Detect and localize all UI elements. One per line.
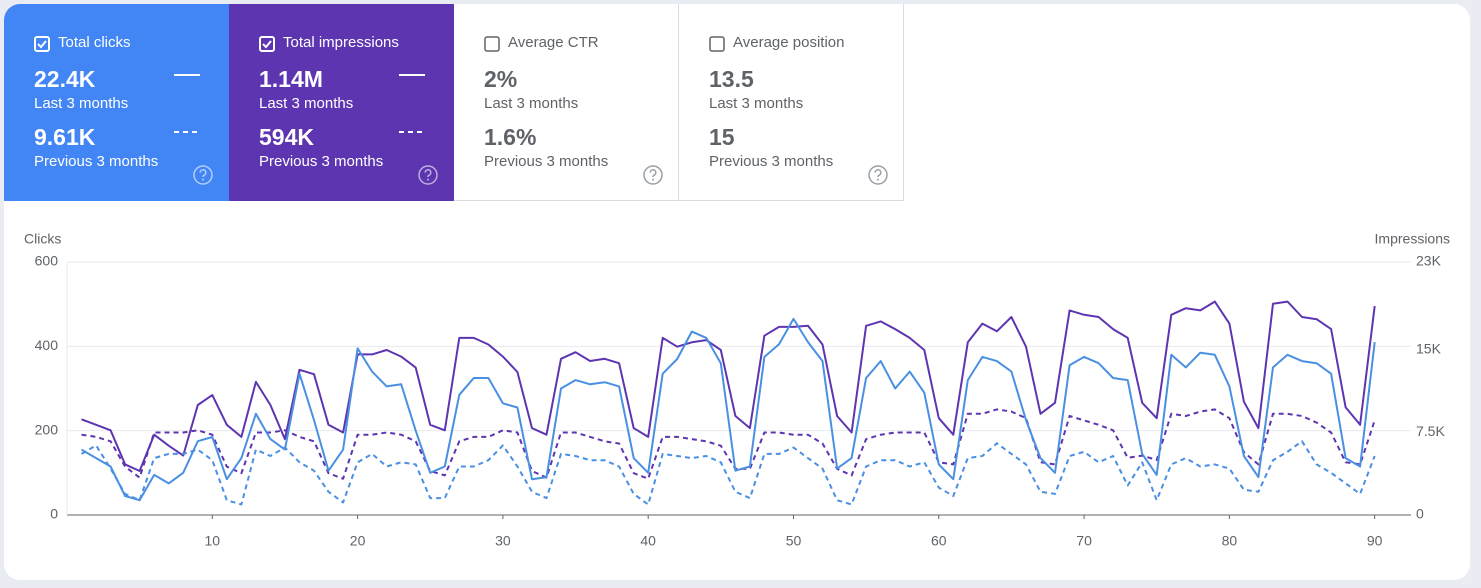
x-tick-label: 80 (1222, 533, 1238, 549)
y-axis-title: Clicks (24, 231, 61, 247)
checkbox[interactable] (709, 36, 725, 57)
series-line (81, 300, 1376, 472)
metric-period: Last 3 months (484, 95, 579, 112)
metric-prev-value: 9.61K (34, 124, 96, 150)
y2-tick-label: 0 (1416, 506, 1424, 522)
metric-prev-period: Previous 3 months (484, 153, 609, 170)
x-tick-label: 40 (640, 533, 656, 549)
metric-value: 1.14M (259, 66, 323, 92)
metric-label-text: Total clicks (58, 34, 131, 51)
metric-card[interactable]: Total clicks 22.4K Last 3 months 9.61K Previ… (4, 4, 229, 201)
metric-prev-value: 15 (709, 124, 735, 150)
page: Total clicks 22.4K Last 3 months 9.61K Previ… (4, 4, 1470, 580)
metric-value: 2% (484, 66, 518, 92)
checkbox[interactable] (34, 36, 50, 57)
metric-card[interactable]: Average position 13.5 Last 3 months 15 Previ… (679, 4, 904, 201)
y-tick-label: 400 (35, 337, 59, 353)
metric-value: 22.4K (34, 66, 96, 92)
metric-period: Last 3 months (259, 95, 354, 112)
series-line (80, 317, 1376, 502)
metric-value: 13.5 (709, 66, 754, 92)
y2-axis-title: Impressions (1375, 231, 1450, 247)
help-icon[interactable] (417, 164, 439, 191)
metric-prev-value: 594K (259, 124, 314, 150)
metric-label-text: Total impressions (283, 34, 399, 51)
x-tick-label: 90 (1367, 533, 1383, 549)
metric-card[interactable]: Total impressions 1.14M Last 3 months 594K P… (229, 4, 454, 201)
help-icon[interactable] (642, 164, 664, 191)
checkbox[interactable] (259, 36, 275, 57)
metric-label-text: Average CTR (508, 34, 599, 51)
metric-prev-value: 1.6% (484, 124, 537, 150)
x-tick-label: 60 (931, 533, 947, 549)
metric-label: Average position (709, 34, 844, 51)
series-line-previous (80, 440, 1376, 506)
line-style-icon (399, 70, 425, 141)
x-tick-label: 30 (495, 533, 511, 549)
x-tick-label: 50 (786, 533, 802, 549)
metric-period: Last 3 months (34, 95, 129, 112)
metric-label-text: Average position (733, 34, 845, 51)
x-tick-label: 10 (205, 533, 221, 549)
metric-label: Average CTR (484, 34, 599, 51)
help-icon[interactable] (867, 164, 889, 191)
metric-period: Last 3 months (709, 95, 804, 112)
metric-label: Total clicks (34, 34, 131, 51)
y-tick-label: 0 (50, 506, 58, 522)
metric-card[interactable]: Average CTR 2% Last 3 months 1.6% Previous 3… (454, 4, 679, 201)
y2-tick-label: 15K (1416, 341, 1442, 357)
metric-prev-period: Previous 3 months (709, 153, 834, 170)
checkbox[interactable] (484, 36, 500, 57)
metric-label: Total impressions (259, 34, 399, 51)
y-tick-label: 200 (35, 421, 59, 437)
line-style-icon (174, 70, 200, 141)
y2-tick-label: 23K (1416, 253, 1442, 269)
x-tick-label: 70 (1076, 533, 1092, 549)
help-icon[interactable] (192, 164, 214, 191)
y-tick-label: 600 (35, 253, 59, 269)
chart: Clicks Impressions 0 200 400 600 0 7.5K 15K 23K… (24, 231, 1450, 549)
metric-prev-period: Previous 3 months (34, 153, 159, 170)
metric-prev-period: Previous 3 months (259, 153, 384, 170)
y2-tick-label: 7.5K (1416, 423, 1445, 439)
x-tick-label: 20 (350, 533, 366, 549)
